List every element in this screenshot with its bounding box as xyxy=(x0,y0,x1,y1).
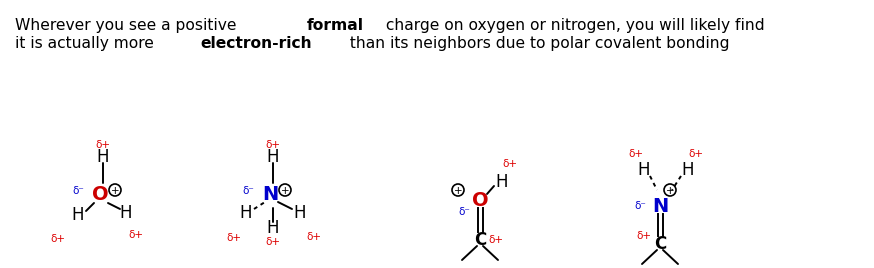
Text: H: H xyxy=(496,173,509,191)
Text: C: C xyxy=(474,231,486,249)
Text: δ+: δ+ xyxy=(689,149,704,159)
Text: δ+: δ+ xyxy=(636,231,651,241)
Text: δ⁻: δ⁻ xyxy=(72,186,84,196)
Text: +: + xyxy=(281,185,289,195)
Text: H: H xyxy=(97,148,109,166)
Text: formal: formal xyxy=(307,18,364,33)
Text: δ+: δ+ xyxy=(628,149,643,159)
Text: C: C xyxy=(654,235,666,253)
Text: δ⁻: δ⁻ xyxy=(458,207,470,217)
Text: δ+: δ+ xyxy=(307,232,322,242)
Text: δ⁻: δ⁻ xyxy=(242,186,254,196)
Text: δ⁻: δ⁻ xyxy=(634,201,646,211)
Text: +: + xyxy=(111,185,120,195)
Text: it is actually more: it is actually more xyxy=(15,36,159,51)
Text: O: O xyxy=(472,191,489,210)
Text: O: O xyxy=(92,185,108,204)
Text: H: H xyxy=(72,206,84,224)
Text: +: + xyxy=(454,185,462,195)
Text: +: + xyxy=(666,185,675,195)
Text: δ+: δ+ xyxy=(266,237,281,247)
Text: δ+: δ+ xyxy=(226,233,241,243)
Text: δ+: δ+ xyxy=(51,234,66,244)
Text: H: H xyxy=(682,161,694,179)
Text: Wherever you see a positive: Wherever you see a positive xyxy=(15,18,241,33)
Text: H: H xyxy=(267,219,280,237)
Text: δ+: δ+ xyxy=(266,140,281,150)
Text: δ+: δ+ xyxy=(503,159,517,169)
Text: δ+: δ+ xyxy=(489,235,503,245)
Text: δ+: δ+ xyxy=(128,230,143,240)
Text: N: N xyxy=(652,196,668,215)
Text: H: H xyxy=(267,148,280,166)
Text: electron-rich: electron-rich xyxy=(200,36,312,51)
Text: H: H xyxy=(638,161,650,179)
Text: H: H xyxy=(294,204,306,222)
Text: H: H xyxy=(120,204,132,222)
Text: N: N xyxy=(262,185,278,204)
Text: than its neighbors due to polar covalent bonding: than its neighbors due to polar covalent… xyxy=(344,36,729,51)
Text: H: H xyxy=(239,204,253,222)
Text: charge on oxygen or nitrogen, you will likely find: charge on oxygen or nitrogen, you will l… xyxy=(381,18,764,33)
Text: δ+: δ+ xyxy=(95,140,110,150)
